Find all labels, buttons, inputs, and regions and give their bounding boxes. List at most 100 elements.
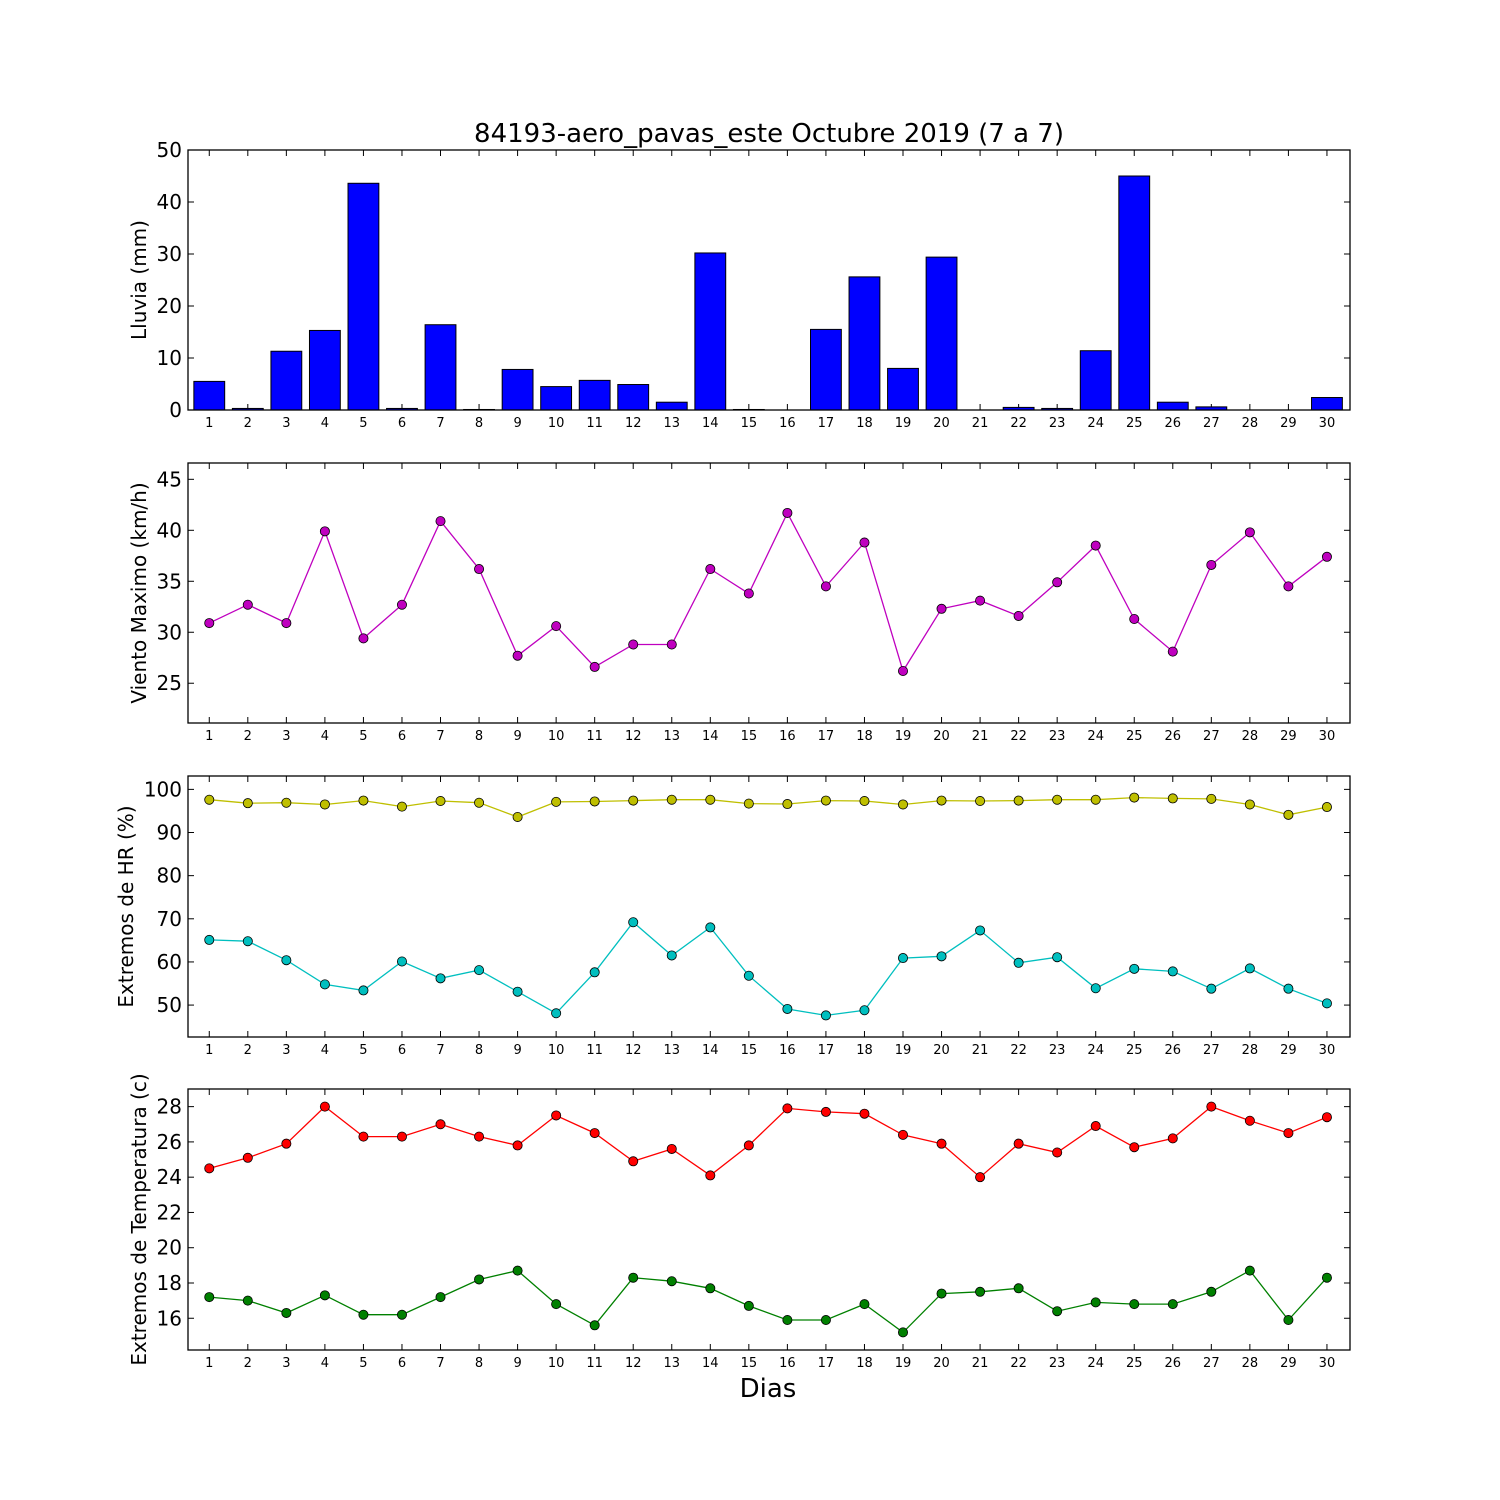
humidity-point — [358, 795, 369, 806]
temperature-xtick-label: 21 — [972, 1356, 989, 1371]
humidity-ytick-label: 100 — [144, 777, 182, 801]
humidity-series-line-0 — [209, 796, 1328, 818]
wind-xtick-label: 5 — [359, 729, 367, 744]
rain-bar — [617, 384, 650, 411]
temperature-xtick-label: 17 — [818, 1356, 835, 1371]
rain-xtick-label: 6 — [398, 416, 406, 431]
wind-point — [242, 599, 253, 610]
humidity-point — [782, 799, 793, 810]
temperature-y-axis-label: Extremos de Temperatura (c) — [127, 1073, 151, 1365]
temperature-point — [396, 1131, 407, 1142]
rain-ytick-label: 20 — [157, 294, 182, 318]
humidity-point — [743, 798, 754, 809]
temperature-point — [1206, 1101, 1217, 1112]
wind-point — [1283, 581, 1294, 592]
temperature-point — [898, 1129, 909, 1140]
temperature-point — [1090, 1297, 1101, 1308]
humidity-xtick-label: 13 — [663, 1043, 680, 1058]
humidity-point — [589, 796, 600, 807]
humidity-ytick-label: 60 — [157, 950, 182, 974]
temperature-point — [1013, 1138, 1024, 1149]
humidity-point — [628, 917, 639, 928]
wind-xtick-label: 6 — [398, 729, 406, 744]
rain-xtick-label: 18 — [856, 416, 873, 431]
wind-xtick-label: 22 — [1010, 729, 1027, 744]
humidity-point — [1244, 963, 1255, 974]
temperature-xtick-label: 26 — [1165, 1356, 1182, 1371]
humidity-point — [1206, 793, 1217, 804]
x-axis-label: Dias — [740, 1374, 797, 1404]
wind-ytick-label: 40 — [157, 518, 182, 542]
humidity-xtick-label: 24 — [1087, 1043, 1104, 1058]
temperature-ytick-label: 18 — [157, 1271, 182, 1295]
humidity-point — [820, 795, 831, 806]
rain-axes-frame — [187, 149, 1351, 411]
humidity-point — [396, 801, 407, 812]
wind-point — [204, 618, 215, 629]
temperature-axes-frame — [187, 1088, 1351, 1351]
temperature-xtick-label: 30 — [1319, 1356, 1336, 1371]
rain-bar — [540, 386, 573, 411]
humidity-point — [358, 985, 369, 996]
wind-point — [1090, 540, 1101, 551]
temperature-xtick-label: 27 — [1203, 1356, 1220, 1371]
rain-bar — [694, 252, 727, 411]
rain-xtick-label: 11 — [586, 416, 603, 431]
wind-xtick-label: 28 — [1242, 729, 1259, 744]
humidity-xtick-label: 8 — [475, 1043, 483, 1058]
temperature-point — [898, 1327, 909, 1338]
temperature-point — [319, 1290, 330, 1301]
rain-bar — [347, 182, 380, 411]
rain-bar — [193, 380, 226, 411]
temperature-point — [820, 1106, 831, 1117]
humidity-point — [743, 970, 754, 981]
rain-xtick-label: 12 — [625, 416, 642, 431]
wind-point — [319, 526, 330, 537]
wind-ytick-label: 35 — [157, 569, 182, 593]
temperature-point — [820, 1315, 831, 1326]
temperature-xtick-label: 1 — [205, 1356, 213, 1371]
wind-series-line-0 — [209, 511, 1328, 673]
temperature-xtick-label: 6 — [398, 1356, 406, 1371]
temperature-ytick-label: 22 — [157, 1200, 182, 1224]
humidity-point — [319, 799, 330, 810]
temperature-point — [936, 1288, 947, 1299]
wind-xtick-label: 14 — [702, 729, 719, 744]
temperature-point — [281, 1307, 292, 1318]
temperature-xtick-label: 13 — [663, 1356, 680, 1371]
humidity-point — [936, 951, 947, 962]
rain-xtick-label: 24 — [1087, 416, 1104, 431]
rain-bar — [424, 324, 457, 411]
rain-bar — [1118, 175, 1151, 411]
temperature-point — [705, 1283, 716, 1294]
temperature-point — [705, 1170, 716, 1181]
rain-xtick-label: 13 — [663, 416, 680, 431]
temperature-point — [204, 1292, 215, 1303]
humidity-point — [705, 794, 716, 805]
humidity-point — [474, 965, 485, 976]
temperature-series-line-0 — [209, 1105, 1328, 1179]
temperature-point — [975, 1286, 986, 1297]
wind-ytick-label: 25 — [157, 671, 182, 695]
temperature-point — [589, 1320, 600, 1331]
wind-point — [820, 581, 831, 592]
temperature-point — [859, 1299, 870, 1310]
humidity-point — [1052, 794, 1063, 805]
temperature-xtick-label: 20 — [933, 1356, 950, 1371]
rain-bar — [308, 329, 341, 411]
temperature-point — [1321, 1112, 1332, 1123]
temperature-xtick-label: 10 — [548, 1356, 565, 1371]
rain-xtick-label: 25 — [1126, 416, 1143, 431]
temperature-point — [743, 1300, 754, 1311]
humidity-xtick-label: 18 — [856, 1043, 873, 1058]
rain-xtick-label: 14 — [702, 416, 719, 431]
wind-point — [358, 633, 369, 644]
rain-xtick-label: 5 — [359, 416, 367, 431]
wind-xtick-label: 8 — [475, 729, 483, 744]
rain-xtick-label: 2 — [244, 416, 252, 431]
wind-point — [1321, 551, 1332, 562]
temperature-xtick-label: 2 — [244, 1356, 252, 1371]
wind-point — [975, 595, 986, 606]
